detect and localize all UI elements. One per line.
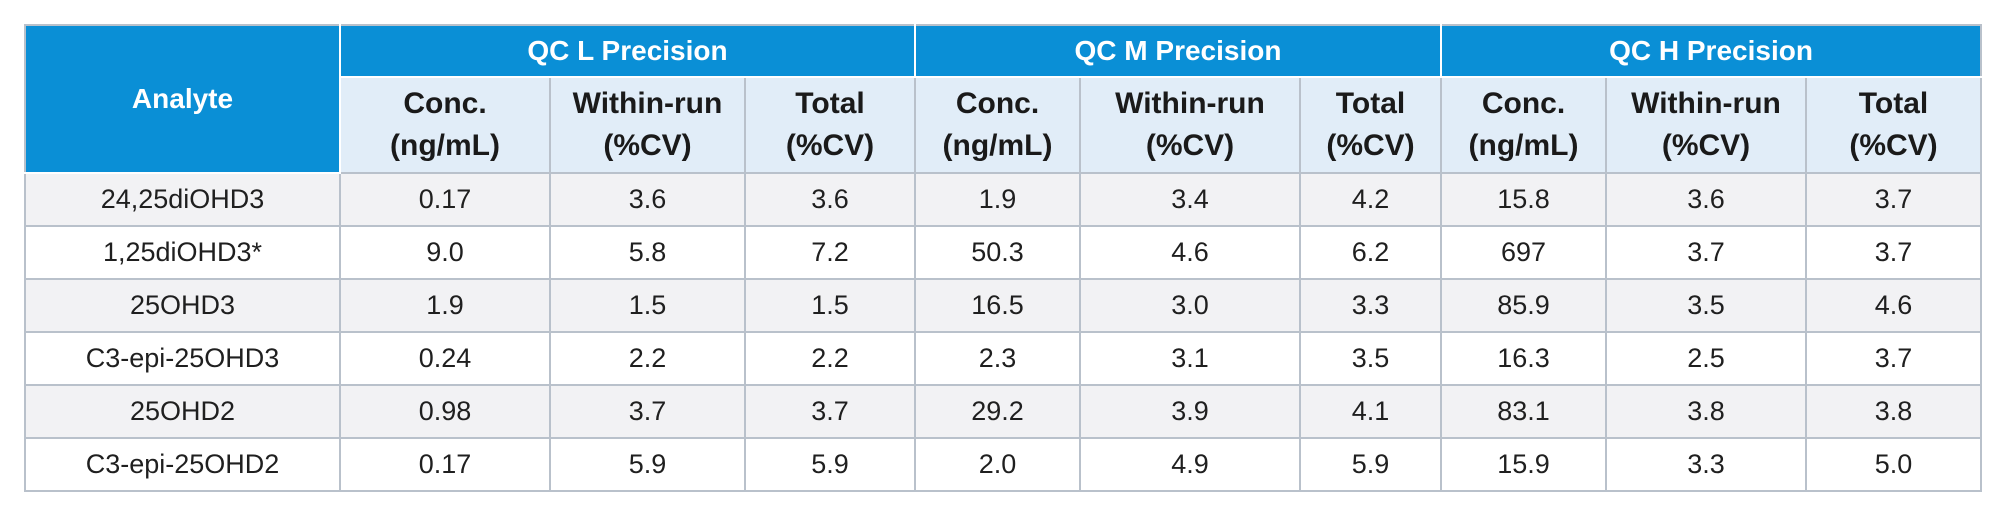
table-cell: 0.17 bbox=[339, 437, 551, 492]
column-header-qcm-conc: Conc. (ng/mL) bbox=[914, 76, 1081, 174]
table-cell: 3.5 bbox=[1605, 278, 1808, 333]
table-cell: 3.7 bbox=[549, 384, 746, 439]
table-cell: 4.6 bbox=[1805, 278, 1983, 333]
table-cell: 3.1 bbox=[1079, 331, 1301, 386]
column-header-qch-total: Total (%CV) bbox=[1805, 76, 1983, 174]
table-cell: 3.7 bbox=[1805, 225, 1983, 280]
table-cell: 3.3 bbox=[1605, 437, 1808, 492]
table-cell: 3.8 bbox=[1605, 384, 1808, 439]
table-cell: 3.7 bbox=[1805, 172, 1983, 227]
table-cell: 9.0 bbox=[339, 225, 551, 280]
table-cell: 2.3 bbox=[914, 331, 1081, 386]
table-cell: 85.9 bbox=[1440, 278, 1608, 333]
table-cell: 0.24 bbox=[339, 331, 551, 386]
table-cell: 1.9 bbox=[914, 172, 1081, 227]
table-cell: 3.3 bbox=[1298, 278, 1443, 333]
table-cell: 2.2 bbox=[549, 331, 746, 386]
table-cell: 16.5 bbox=[914, 278, 1081, 333]
table-cell: 4.6 bbox=[1079, 225, 1301, 280]
analyte-cell: 1,25diOHD3* bbox=[24, 225, 341, 280]
table-cell: 5.9 bbox=[549, 437, 746, 492]
table-cell: 16.3 bbox=[1440, 331, 1608, 386]
table-cell: 3.9 bbox=[1079, 384, 1301, 439]
table-cell: 3.6 bbox=[1605, 172, 1808, 227]
analyte-cell: 24,25diOHD3 bbox=[24, 172, 341, 227]
qc-h-precision-header: QC H Precision bbox=[1440, 24, 1983, 78]
table-cell: 6.2 bbox=[1298, 225, 1443, 280]
column-header-qcl-within-run: Within-run (%CV) bbox=[549, 76, 746, 174]
column-header-qcm-within-run: Within-run (%CV) bbox=[1079, 76, 1301, 174]
column-header-qch-conc: Conc. (ng/mL) bbox=[1440, 76, 1608, 174]
analyte-cell: C3-epi-25OHD3 bbox=[24, 331, 341, 386]
subheader-row: Conc. (ng/mL) Within-run (%CV) Total (%CV) … bbox=[25, 76, 1983, 174]
precision-table: Analyte QC L Precision QC M Precision QC… bbox=[24, 24, 1983, 492]
table-cell: 1.5 bbox=[549, 278, 746, 333]
table-cell: 2.2 bbox=[744, 331, 916, 386]
table-row: 25OHD3 1.9 1.5 1.5 16.5 3.0 3.3 85.9 3.5… bbox=[24, 278, 1983, 333]
analyte-cell: C3-epi-25OHD2 bbox=[24, 437, 341, 492]
table-cell: 3.8 bbox=[1805, 384, 1983, 439]
table-cell: 3.6 bbox=[744, 172, 916, 227]
table-row: C3-epi-25OHD3 0.24 2.2 2.2 2.3 3.1 3.5 1… bbox=[24, 331, 1983, 386]
table-cell: 5.9 bbox=[744, 437, 916, 492]
column-header-qcl-conc: Conc. (ng/mL) bbox=[339, 76, 551, 174]
table-cell: 4.9 bbox=[1079, 437, 1301, 492]
table-cell: 0.17 bbox=[339, 172, 551, 227]
table-cell: 50.3 bbox=[914, 225, 1081, 280]
table-cell: 3.7 bbox=[1805, 331, 1983, 386]
table-row: 25OHD2 0.98 3.7 3.7 29.2 3.9 4.1 83.1 3.… bbox=[24, 384, 1983, 439]
table-cell: 697 bbox=[1440, 225, 1608, 280]
table-row: C3-epi-25OHD2 0.17 5.9 5.9 2.0 4.9 5.9 1… bbox=[24, 437, 1983, 492]
table-cell: 3.6 bbox=[549, 172, 746, 227]
table-cell: 4.2 bbox=[1298, 172, 1443, 227]
qc-l-precision-header: QC L Precision bbox=[339, 24, 916, 78]
table-cell: 0.98 bbox=[339, 384, 551, 439]
table-cell: 7.2 bbox=[744, 225, 916, 280]
table-cell: 2.0 bbox=[914, 437, 1081, 492]
table-cell: 15.9 bbox=[1440, 437, 1608, 492]
table-row: 24,25diOHD3 0.17 3.6 3.6 1.9 3.4 4.2 15.… bbox=[24, 172, 1983, 227]
table-cell: 3.4 bbox=[1079, 172, 1301, 227]
qc-m-precision-header: QC M Precision bbox=[913, 24, 1443, 78]
table-cell: 83.1 bbox=[1440, 384, 1608, 439]
table-cell: 1.5 bbox=[744, 278, 916, 333]
table-cell: 1.9 bbox=[339, 278, 551, 333]
table-cell: 3.7 bbox=[1605, 225, 1808, 280]
table-cell: 3.5 bbox=[1298, 331, 1443, 386]
table-cell: 5.8 bbox=[549, 225, 746, 280]
table-cell: 5.0 bbox=[1805, 437, 1983, 492]
group-header-row: Analyte QC L Precision QC M Precision QC… bbox=[24, 24, 1983, 174]
column-header-qcm-total: Total (%CV) bbox=[1298, 76, 1443, 174]
analyte-cell: 25OHD2 bbox=[24, 384, 341, 439]
table-cell: 29.2 bbox=[914, 384, 1081, 439]
table-cell: 5.9 bbox=[1298, 437, 1443, 492]
table-cell: 15.8 bbox=[1440, 172, 1608, 227]
precision-table-container: Analyte QC L Precision QC M Precision QC… bbox=[24, 24, 1983, 492]
table-cell: 3.0 bbox=[1079, 278, 1301, 333]
table-row: 1,25diOHD3* 9.0 5.8 7.2 50.3 4.6 6.2 697… bbox=[24, 225, 1983, 280]
table-cell: 2.5 bbox=[1605, 331, 1808, 386]
analyte-header: Analyte bbox=[24, 24, 341, 174]
table-cell: 3.7 bbox=[744, 384, 916, 439]
column-header-qcl-total: Total (%CV) bbox=[744, 76, 916, 174]
column-header-qch-within-run: Within-run (%CV) bbox=[1605, 76, 1808, 174]
analyte-cell: 25OHD3 bbox=[24, 278, 341, 333]
table-cell: 4.1 bbox=[1298, 384, 1443, 439]
